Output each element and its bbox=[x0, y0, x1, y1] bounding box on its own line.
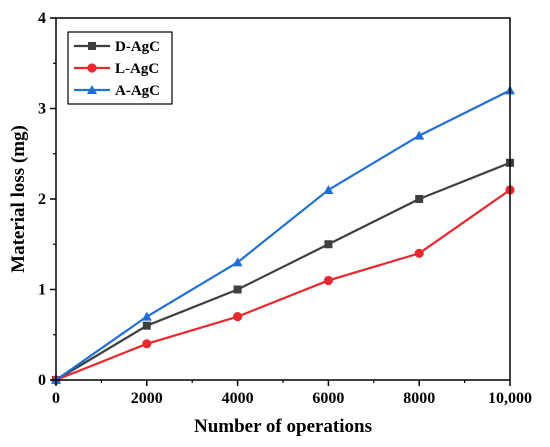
x-tick-label: 4000 bbox=[222, 390, 254, 407]
series-line-d-agc bbox=[55, 161, 511, 381]
series-line-a-agc bbox=[55, 89, 511, 381]
x-tick-label: 2000 bbox=[131, 390, 163, 407]
data-point-d-agc bbox=[415, 195, 424, 203]
legend-marker-l-agc bbox=[87, 63, 97, 73]
x-tick-label: 6000 bbox=[312, 390, 344, 407]
legend: D-AgC L-AgC A-AgC bbox=[67, 31, 173, 105]
x-tick-label: 10,000 bbox=[488, 390, 532, 407]
legend-marker-a-agc bbox=[87, 85, 97, 94]
y-tick-label: 4 bbox=[38, 10, 46, 27]
y-tick-label: 1 bbox=[38, 282, 46, 299]
y-axis-title: Material loss (mg) bbox=[8, 125, 29, 273]
legend-marker-d-agc bbox=[88, 42, 96, 50]
x-tick-label: 0 bbox=[52, 390, 60, 407]
data-point-d-agc bbox=[142, 321, 151, 330]
data-point-l-agc bbox=[414, 248, 424, 258]
data-point-a-agc bbox=[141, 311, 152, 321]
x-axis-title: Number of operations bbox=[194, 416, 372, 437]
x-tick-label: 8000 bbox=[403, 390, 435, 407]
y-tick-label: 0 bbox=[38, 372, 46, 389]
legend-label-l-agc: L-AgC bbox=[115, 61, 159, 77]
data-point-l-agc bbox=[233, 312, 243, 322]
legend-label-d-agc: D-AgC bbox=[115, 39, 160, 55]
data-point-l-agc bbox=[323, 275, 333, 286]
legend-label-a-agc: A-AgC bbox=[115, 83, 160, 99]
y-tick-label: 3 bbox=[38, 101, 46, 118]
data-point-l-agc bbox=[142, 339, 152, 349]
data-point-a-agc bbox=[323, 184, 334, 194]
data-point-d-agc bbox=[324, 240, 333, 249]
data-point-a-agc bbox=[232, 257, 243, 267]
y-tick-label: 2 bbox=[38, 191, 46, 208]
series-line-l-agc bbox=[55, 189, 511, 382]
data-point-a-agc bbox=[414, 130, 425, 140]
data-point-d-agc bbox=[233, 285, 242, 294]
